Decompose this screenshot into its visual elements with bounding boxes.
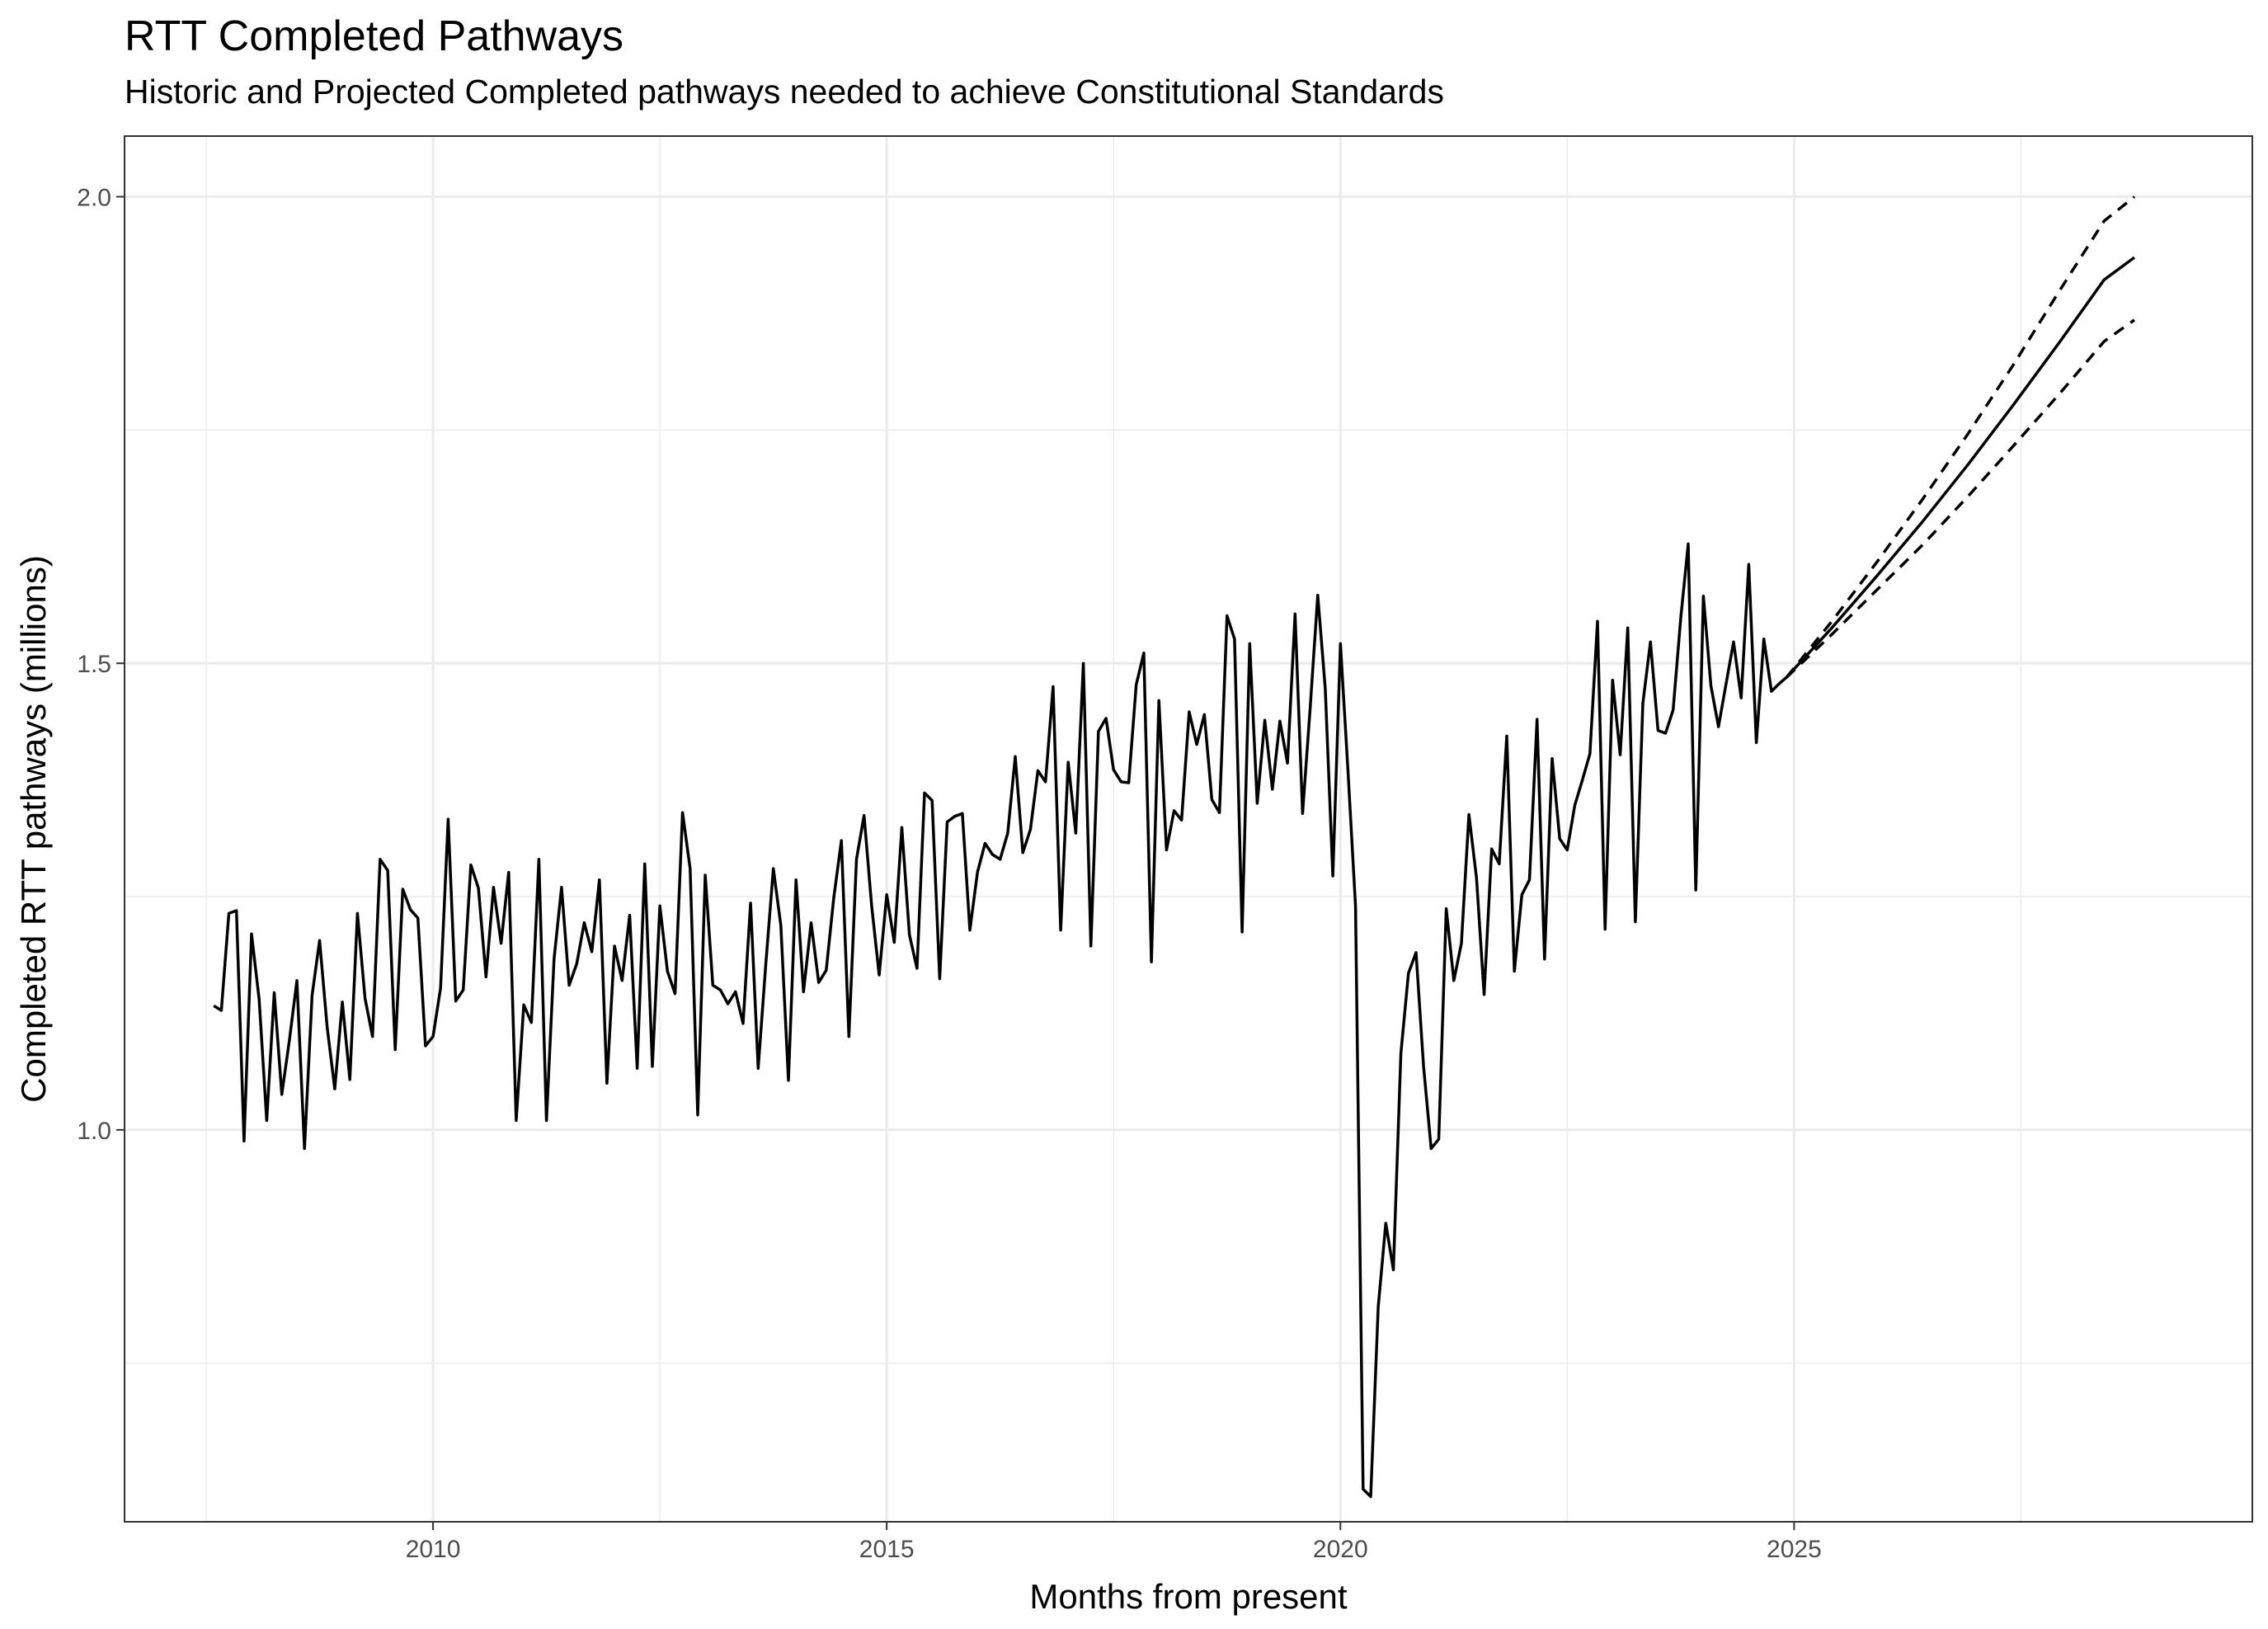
projection-bound-line <box>1785 318 2136 679</box>
x-tick-label: 2010 <box>406 1536 461 1563</box>
x-tick-label: 2025 <box>1767 1536 1822 1563</box>
x-axis-label: Months from present <box>1029 1577 1347 1616</box>
y-tick-label: 1.0 <box>77 1118 111 1145</box>
projection-bound-line <box>1785 195 2136 679</box>
y-axis-label: Completed RTT pathways (millions) <box>14 555 53 1103</box>
y-tick-label: 1.5 <box>77 651 111 678</box>
panel-border <box>124 135 2253 1523</box>
axes: 2010 2015 2020 2025 1.0 1.5 2.0 <box>77 185 1821 1563</box>
chart-subtitle: Historic and Projected Completed pathway… <box>125 73 1444 111</box>
historic-line <box>213 542 1788 1499</box>
chart-title: RTT Completed Pathways <box>125 12 624 60</box>
x-tick-label: 2020 <box>1313 1536 1368 1563</box>
projection-line <box>1785 256 2136 679</box>
gridlines <box>125 136 2252 1522</box>
x-tick-label: 2015 <box>859 1536 915 1563</box>
series-lines <box>213 195 2136 1499</box>
y-tick-label: 2.0 <box>77 185 111 212</box>
